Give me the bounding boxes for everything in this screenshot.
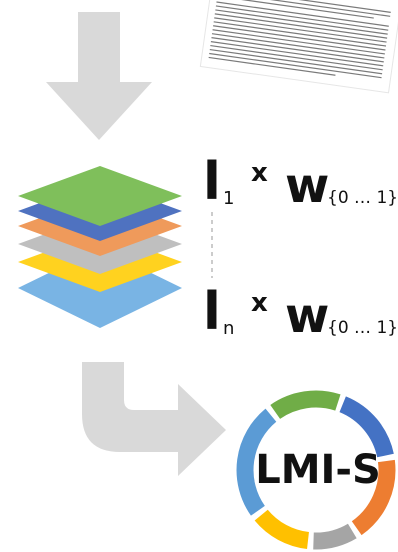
ring-segment-lightblue: [236, 408, 277, 516]
multiply-operator: x: [251, 158, 268, 188]
layer-index: 1: [223, 188, 235, 209]
ring-segment-yellow: [254, 509, 310, 549]
formula-layer-1: l 1 x w {0 … 1}: [203, 152, 398, 216]
formula-layer-n: l n x w {0 … 1}: [203, 282, 398, 346]
layer-index: n: [223, 318, 235, 339]
weight-range: {0 … 1}: [327, 318, 398, 338]
layer-symbol: l: [203, 282, 221, 342]
weight-symbol: w: [285, 158, 330, 214]
ring-segment-gray: [313, 523, 357, 550]
ring-segment-blue: [339, 396, 394, 458]
source-document: [199, 0, 398, 94]
lmi-s-label: LMI-S: [255, 447, 381, 493]
layer-green: [18, 166, 182, 226]
layer-stack: [18, 166, 182, 328]
down-arrow-icon: [46, 12, 152, 140]
layer-symbol: l: [203, 152, 221, 212]
multiply-operator: x: [251, 288, 268, 318]
lmi-s-ring: [236, 390, 396, 550]
weight-range: {0 … 1}: [327, 188, 398, 208]
weight-symbol: w: [285, 288, 330, 344]
ring-segment-orange: [351, 459, 396, 536]
ring-segment-green: [270, 390, 341, 420]
curved-arrow-icon: [82, 362, 226, 476]
